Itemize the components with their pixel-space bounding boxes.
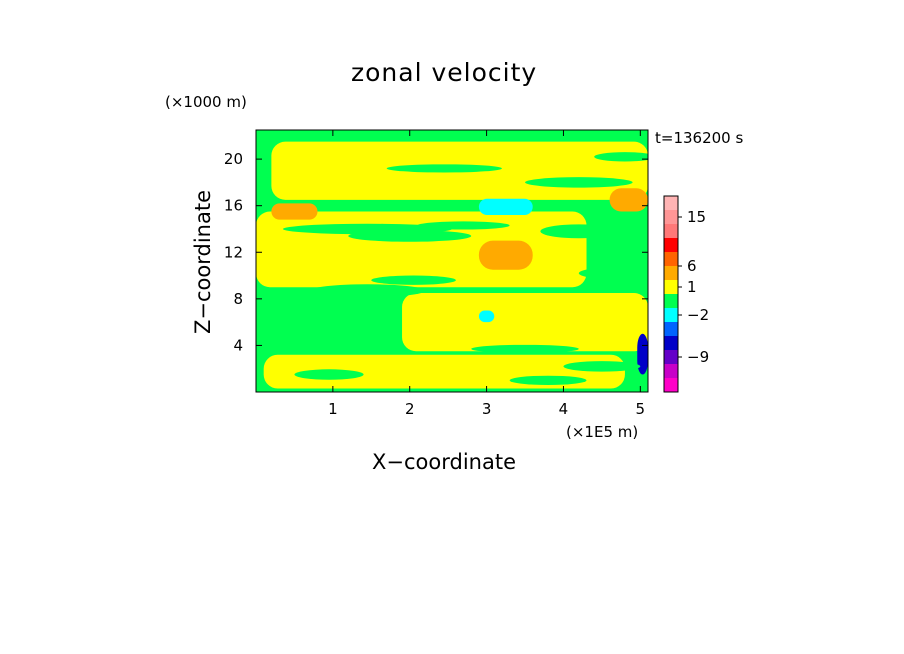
- colorbar-tick-label: −9: [687, 348, 709, 366]
- field-region-blue: [637, 333, 648, 375]
- field-blob-green: [417, 221, 510, 230]
- field-region-orange: [478, 240, 533, 270]
- y-tick-label: 4: [233, 336, 243, 354]
- x-axis-title: X−coordinate: [372, 450, 516, 474]
- colorbar-segment: [664, 322, 678, 336]
- field-blob-green: [594, 152, 648, 162]
- time-label: t=136200 s: [655, 129, 744, 147]
- x-tick-label: 1: [328, 400, 338, 418]
- field-blob-green: [371, 275, 456, 285]
- plot-frame: [255, 129, 649, 393]
- field-region-orange: [271, 203, 318, 220]
- field-region-cyan: [478, 198, 533, 216]
- field-region-cyan: [478, 310, 495, 323]
- field-blob-green: [386, 164, 502, 173]
- colorbar-segment: [664, 364, 678, 378]
- colorbar-tick-label: −2: [687, 306, 709, 324]
- y-tick-label: 8: [233, 290, 243, 308]
- colorbar-segment: [664, 378, 678, 392]
- field-blob-green: [563, 361, 641, 372]
- field-blob-green: [578, 267, 648, 280]
- x-tick-label: 3: [482, 400, 492, 418]
- colorbar-tick-label: 15: [687, 208, 706, 226]
- colorbar-segment: [664, 196, 678, 210]
- colorbar-frame: [663, 195, 679, 393]
- field-group: [256, 130, 648, 392]
- field-blob-green: [309, 284, 426, 298]
- field-blob-green: [471, 344, 579, 353]
- colorbar-segment: [664, 238, 678, 252]
- field-blob-green: [332, 327, 395, 345]
- colorbar-segment: [664, 224, 678, 238]
- x-tick-label: 5: [636, 400, 646, 418]
- y-tick-label: 12: [224, 243, 243, 261]
- colorbar-segment: [664, 252, 678, 266]
- colorbar-segment: [664, 280, 678, 294]
- field-region-orange: [609, 188, 648, 212]
- x-tick-label: 2: [405, 400, 415, 418]
- field-blob-green: [348, 230, 472, 242]
- colorbar-tick-label: 1: [687, 278, 697, 296]
- y-tick-label: 20: [224, 150, 243, 168]
- field-blob-green: [540, 224, 618, 239]
- colorbar-segment: [664, 266, 678, 280]
- field-blob-green: [294, 369, 364, 380]
- y-tick-label: 16: [224, 197, 243, 215]
- colorbar-segment: [664, 350, 678, 364]
- field-blob-green: [525, 177, 633, 188]
- x-unit-label: (×1E5 m): [566, 423, 639, 441]
- chart-title: zonal velocity: [351, 58, 538, 87]
- field-region-yellow: [402, 293, 648, 352]
- y-unit-label: (×1000 m): [165, 93, 247, 111]
- colorbar-segment: [664, 294, 678, 308]
- colorbar-segment: [664, 210, 678, 224]
- field-blob-green: [509, 375, 587, 386]
- x-tick-label: 4: [559, 400, 569, 418]
- colorbar-tick-label: 6: [687, 257, 697, 275]
- colorbar-segment: [664, 336, 678, 350]
- colorbar-segment: [664, 308, 678, 322]
